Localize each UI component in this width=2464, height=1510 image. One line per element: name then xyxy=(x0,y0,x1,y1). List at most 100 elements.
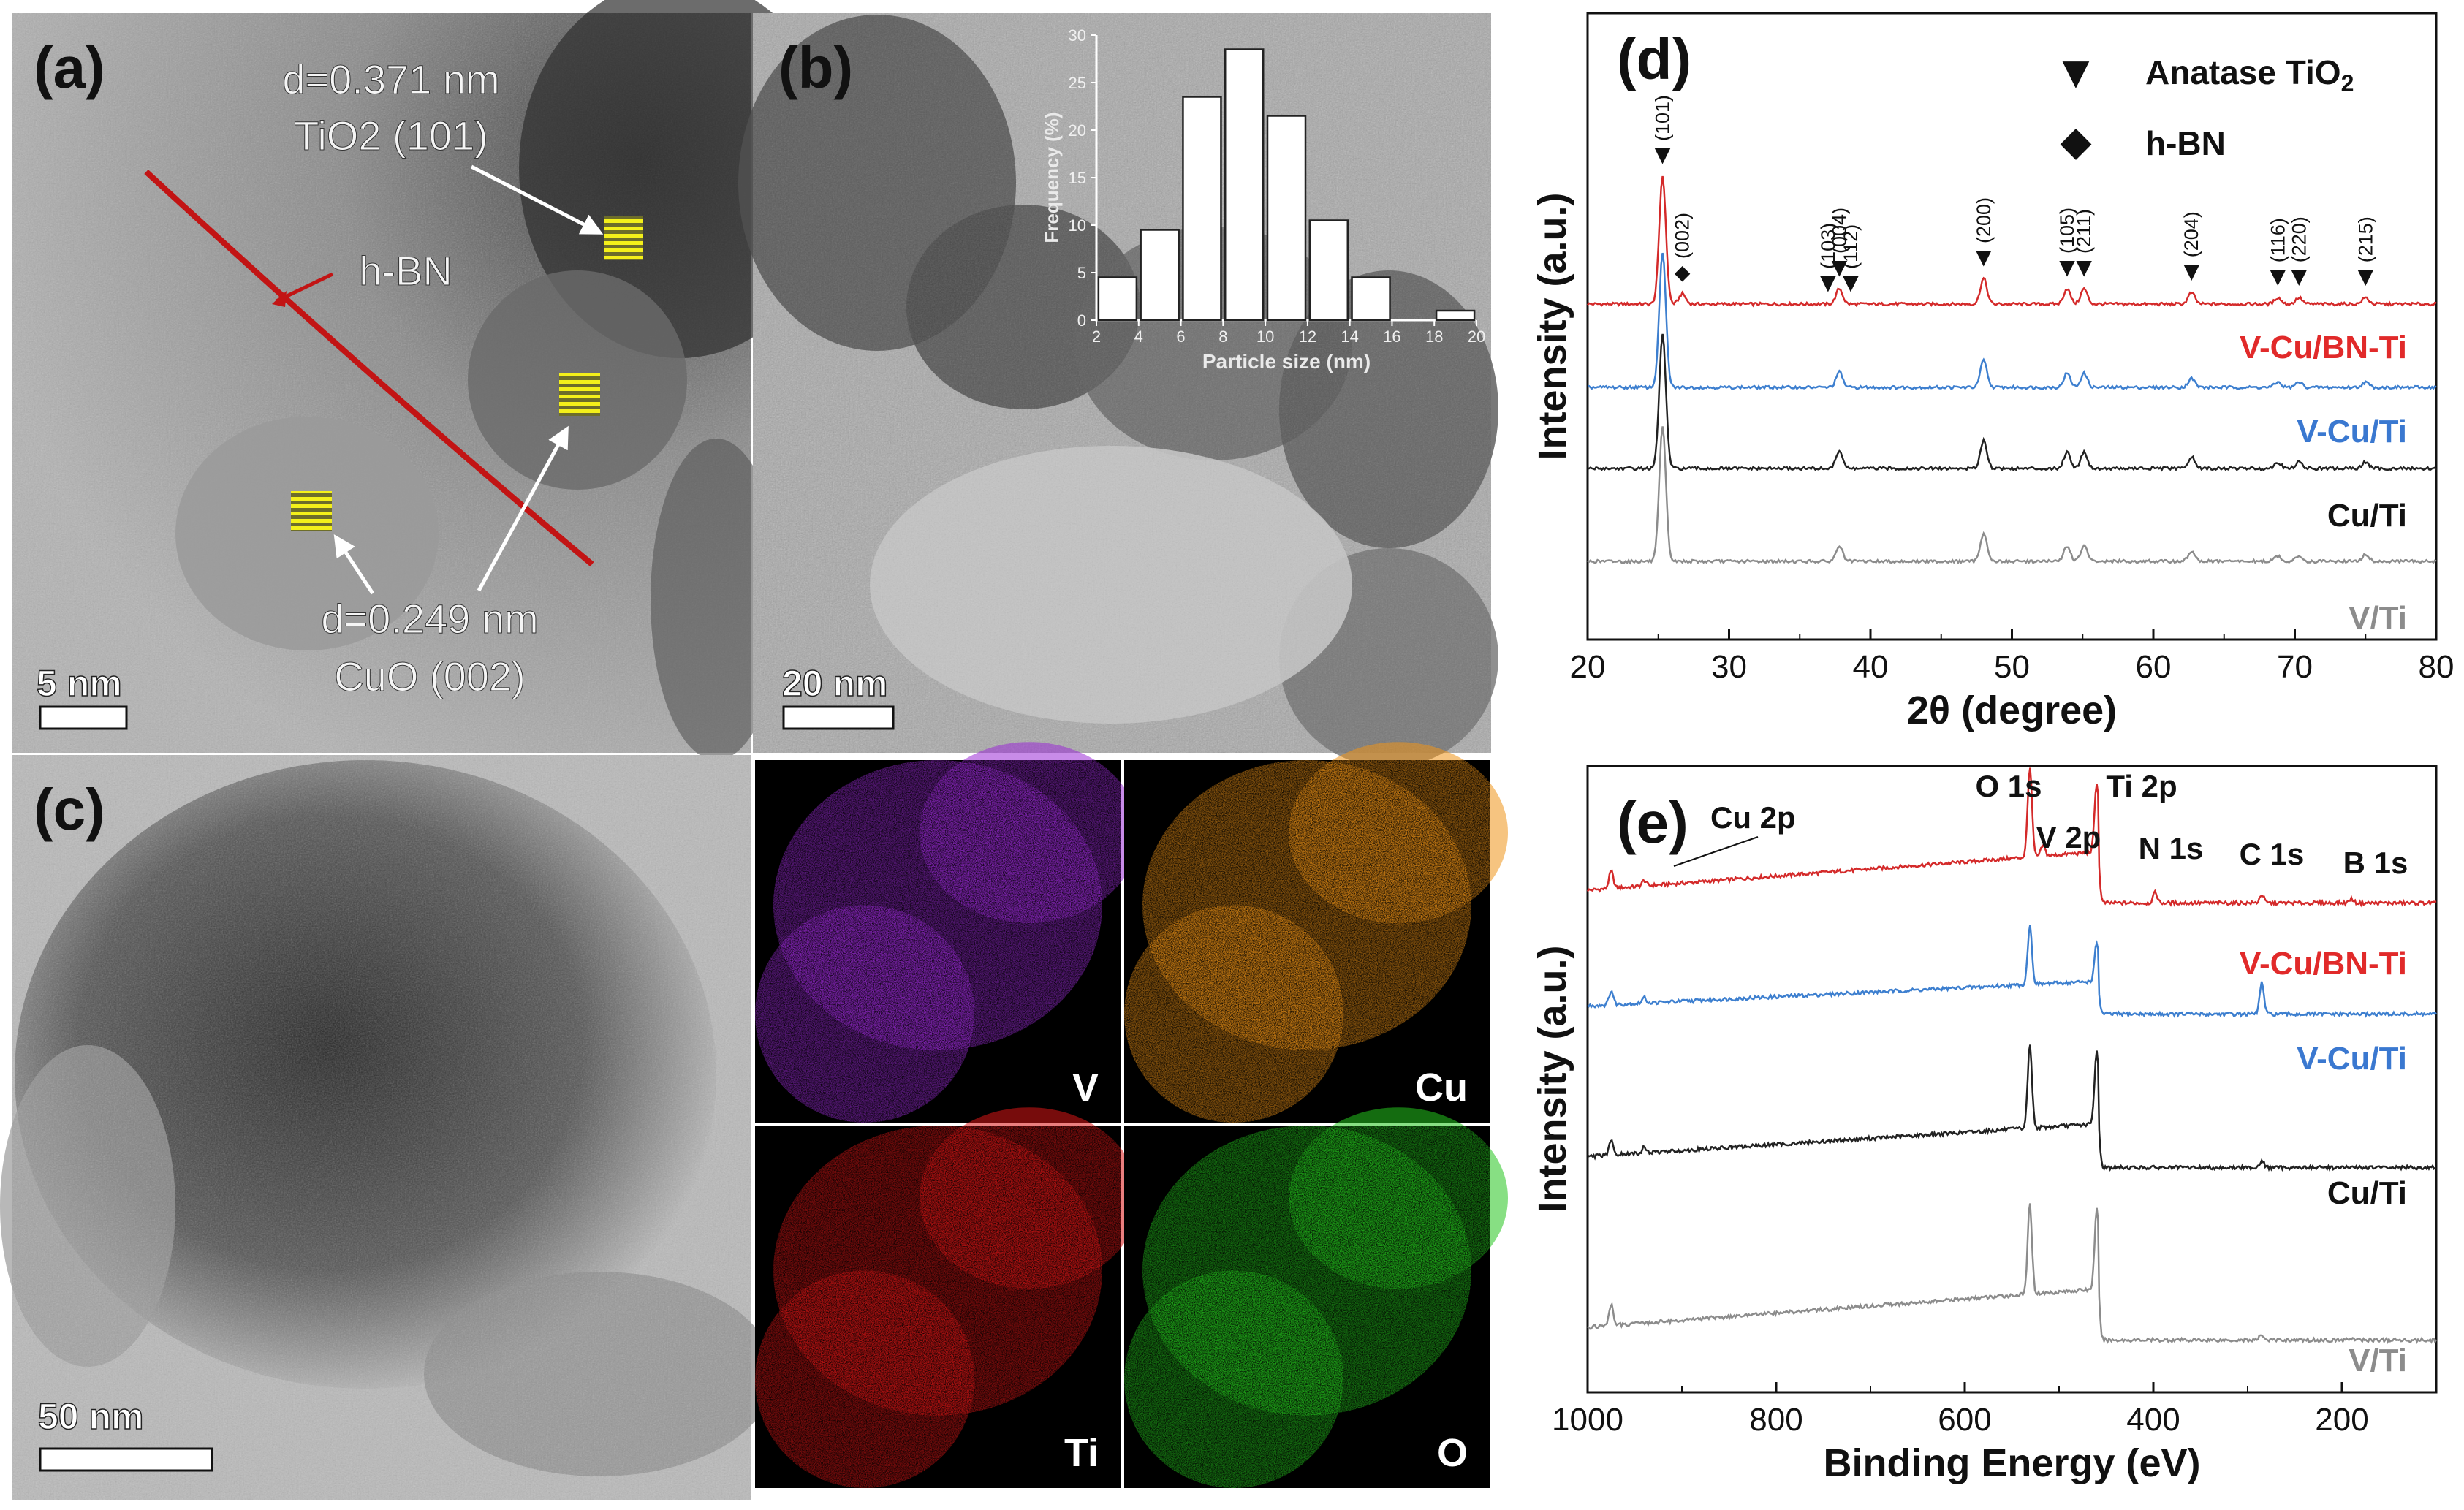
inset-x-tick-label: 10 xyxy=(1256,327,1274,346)
scale-bar-c-label: 50 nm xyxy=(38,1396,144,1437)
scale-bar-c xyxy=(39,1447,213,1472)
xps-series-label: V-Cu/BN-Ti xyxy=(2240,946,2407,982)
eds-map-cu-texture xyxy=(1124,760,1490,1123)
inset-y-tick-label: 30 xyxy=(1069,26,1086,45)
xrd-series-label: V-Cu/BN-Ti xyxy=(2240,330,2407,365)
panel-d-xrd-chart: 20 30 40 50 60 70 80 2θ (degree) Intensity (a.u.… xyxy=(1531,12,2454,732)
inset-bar-7 xyxy=(1182,96,1222,322)
xrd-x-tick-label: 70 xyxy=(2277,649,2313,685)
xps-series-label: V-Cu/Ti xyxy=(2297,1041,2407,1077)
inset-y-tick-label: 0 xyxy=(1077,311,1086,330)
inset-x-tick-label: 2 xyxy=(1092,327,1101,346)
xrd-peak-marker-icon: ▼ xyxy=(2357,264,2373,288)
tio2-d-spacing: d=0.371 nm xyxy=(282,56,499,102)
xrd-x-tick-label: 20 xyxy=(1570,649,1606,685)
tio2-lattice-fringe-2 xyxy=(559,373,600,416)
xrd-peak-label: (105) xyxy=(2056,208,2078,254)
xrd-x-tick-label: 30 xyxy=(1711,649,1747,685)
xrd-x-tick-label: 40 xyxy=(1853,649,1889,685)
xps-series-label: V/Ti xyxy=(2349,1343,2407,1378)
xps-peak-label: B 1s xyxy=(2343,846,2408,880)
scale-bar-b-label: 20 nm xyxy=(782,663,888,704)
inset-x-tick-label: 4 xyxy=(1134,327,1143,346)
xrd-peak-marker-icon: ▼ xyxy=(1843,270,1859,295)
cuo-d-spacing: d=0.249 nm xyxy=(321,596,538,642)
xrd-peak-marker-icon: ▼ xyxy=(2291,264,2308,288)
xrd-peak-marker-icon: ▼ xyxy=(2183,259,2199,283)
inset-bar-13 xyxy=(1308,219,1349,322)
particle-size-histogram: 2 4 6 8 10 12 14 16 18 20 0 5 10 15 20 25 30 Particle siz… xyxy=(1041,26,1485,373)
scale-bar-b xyxy=(782,705,895,730)
panel-c-label: (c) xyxy=(34,777,105,842)
inset-y-tick-label: 5 xyxy=(1077,264,1086,282)
panel-e-xps-chart: 1000 800 600 400 200 Binding Energy (eV) Inten… xyxy=(1531,765,2438,1485)
xrd-peak-label: (220) xyxy=(2288,216,2310,262)
xrd-series-cu-ti xyxy=(1587,333,2438,472)
xrd-series-label: V/Ti xyxy=(2349,600,2407,636)
inset-y-tick-label: 15 xyxy=(1069,169,1086,187)
xps-x-tick-label: 800 xyxy=(1749,1402,1802,1438)
inset-y-tick-label: 20 xyxy=(1069,121,1086,140)
xrd-peak-label: (211) xyxy=(2073,209,2095,254)
inset-x-tick-label: 8 xyxy=(1218,327,1227,346)
xrd-peak-marker-icon: ▼ xyxy=(2270,264,2286,288)
xrd-series-v-cu-bn-ti xyxy=(1587,175,2437,308)
inset-x-tick-label: 12 xyxy=(1299,327,1316,346)
cuo-plane: CuO (002) xyxy=(334,653,525,699)
xrd-series-v-ti xyxy=(1587,426,2437,565)
scale-bar-a xyxy=(39,705,128,730)
panel-e-label: (e) xyxy=(1617,790,1688,855)
legend-hbn-marker-icon: ◆ xyxy=(2060,118,2091,165)
xps-series-v-cu-ti xyxy=(1587,925,2437,1019)
inset-xlabel: Particle size (nm) xyxy=(1202,350,1371,373)
inset-bar-5 xyxy=(1140,229,1180,322)
xps-xlabel: Binding Energy (eV) xyxy=(1823,1441,2200,1485)
xrd-peak-marker-icon: ▼ xyxy=(1832,255,1848,279)
xps-peak-label: O 1s xyxy=(1975,769,2042,803)
xps-peak-label: Cu 2p xyxy=(1710,800,1796,835)
inset-y-tick-label: 25 xyxy=(1069,74,1086,92)
xrd-xlabel: 2θ (degree) xyxy=(1907,688,2117,732)
inset-bar-9 xyxy=(1224,48,1265,322)
xrd-peak-marker-icon: ▼ xyxy=(2076,255,2092,279)
xps-x-tick-label: 200 xyxy=(2315,1402,2368,1438)
xps-series-label: Cu/Ti xyxy=(2327,1175,2407,1211)
legend-anatase-label: Anatase TiO2 xyxy=(2145,53,2354,96)
tio2-arrow xyxy=(470,164,604,235)
inset-bar-3 xyxy=(1097,276,1138,322)
xrd-plot-frame xyxy=(1586,12,2438,641)
hbn-label: h-BN xyxy=(359,248,452,294)
cuo-lattice-fringe xyxy=(291,491,332,531)
xrd-peak-label: (200) xyxy=(1973,197,1995,243)
tio2-arrow-2 xyxy=(477,425,569,592)
legend-hbn-label: h-BN xyxy=(2145,124,2226,162)
eds-map-o-label: O xyxy=(1437,1431,1468,1475)
inset-x-tick-label: 14 xyxy=(1341,327,1358,346)
xps-x-tick-label: 400 xyxy=(2126,1402,2180,1438)
xps-peak-label: N 1s xyxy=(2139,831,2204,865)
xrd-peak-label: (101) xyxy=(1652,95,1674,141)
scale-bar-a-label: 5 nm xyxy=(37,663,122,704)
xps-cu2p-pointer xyxy=(1673,836,1759,867)
panel-d-label: (d) xyxy=(1617,26,1691,91)
xrd-series-label: Cu/Ti xyxy=(2327,498,2407,534)
xrd-series-v-cu-ti xyxy=(1587,252,2437,391)
eds-map-cu-label: Cu xyxy=(1415,1066,1468,1109)
inset-bar-19 xyxy=(1435,309,1476,322)
hbn-arrow-head-icon xyxy=(272,291,287,307)
tio2-lattice-fringe xyxy=(604,216,643,260)
xrd-series-label: V-Cu/Ti xyxy=(2297,414,2407,449)
xps-series-cu-ti xyxy=(1587,1044,2437,1172)
panel-c-tem-image: (c) 50 nm xyxy=(0,755,775,1500)
xrd-x-tick-label: 60 xyxy=(2136,649,2172,685)
xps-x-tick-label: 1000 xyxy=(1552,1402,1623,1438)
xps-peak-label: Ti 2p xyxy=(2106,769,2177,803)
inset-ylabel: Frequency (%) xyxy=(1041,112,1063,243)
panel-a-tem-image: d=0.371 nm TiO2 (101) h-BN d=0.249 nm Cu… xyxy=(12,0,841,760)
xrd-peak-marker-icon: ▼ xyxy=(1820,270,1836,295)
panel-b-label: (b) xyxy=(778,35,853,100)
xps-x-tick-label: 600 xyxy=(1938,1402,1991,1438)
inset-x-tick-label: 18 xyxy=(1425,327,1443,346)
eds-map-o-texture xyxy=(1124,1126,1490,1488)
inset-x-tick-label: 6 xyxy=(1176,327,1185,346)
